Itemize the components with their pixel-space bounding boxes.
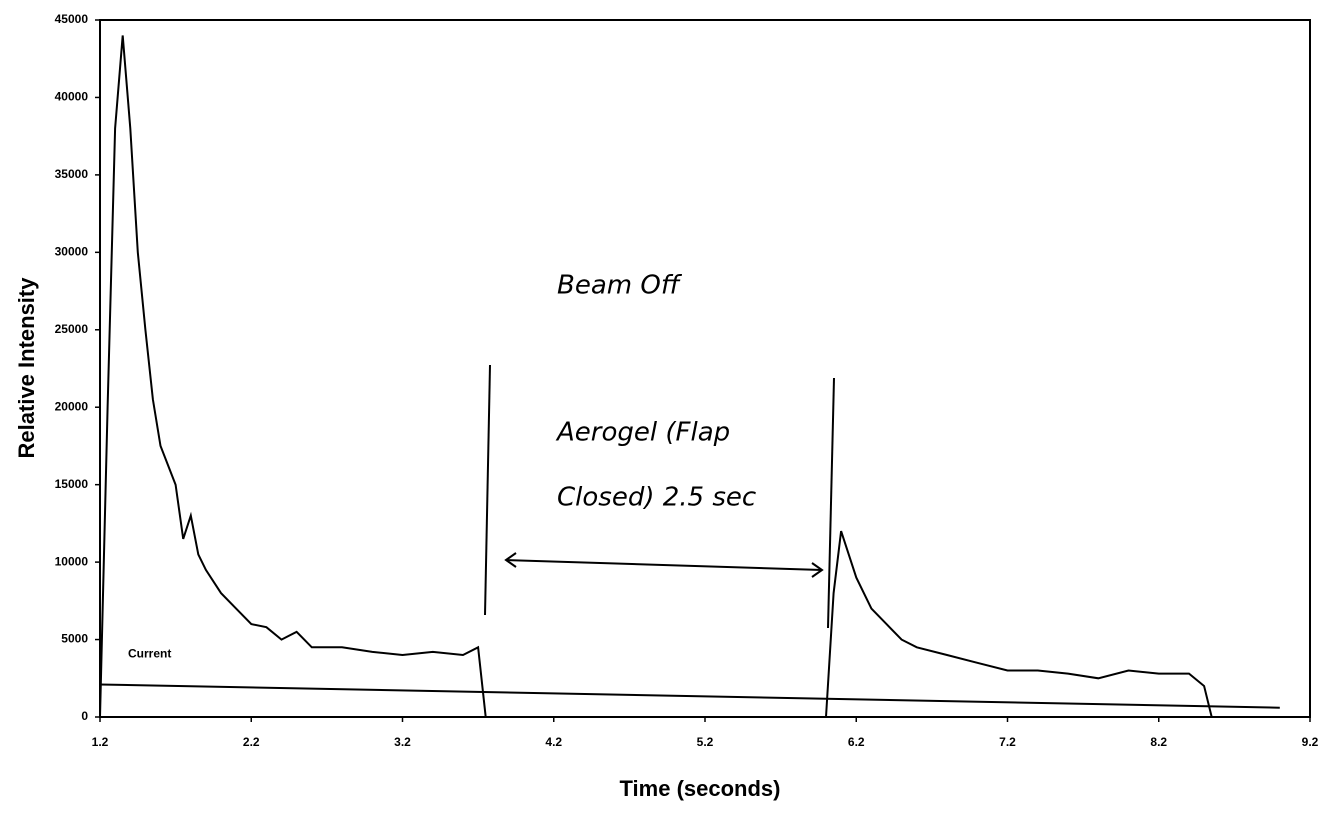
plot-frame (99, 19, 1311, 718)
y-tick-label: 30000 (55, 245, 89, 259)
y-tick-label: 15000 (55, 477, 89, 491)
y-tick-label: 35000 (55, 167, 89, 181)
hand-marker (827, 377, 835, 629)
y-tick-label: 25000 (55, 322, 89, 336)
arrow (504, 552, 824, 578)
y-tick-label: 45000 (55, 12, 89, 26)
x-tick-label: 7.2 (999, 735, 1016, 749)
series-line (99, 35, 1213, 718)
annotation: Closed) 2.5 sec (557, 483, 756, 513)
x-tick-label: 5.2 (697, 735, 714, 749)
x-tick-label: 8.2 (1150, 735, 1167, 749)
annotation: Aerogel (Flap (555, 418, 730, 448)
series-line (99, 683, 1280, 709)
x-tick-label: 3.2 (394, 735, 411, 749)
x-tick-label: 4.2 (545, 735, 562, 749)
y-tick-label: 10000 (55, 554, 89, 568)
series-label: Current (128, 647, 171, 661)
hand-marker (484, 364, 491, 616)
annotation: Beam Off (557, 271, 683, 301)
y-tick-label: 0 (81, 709, 88, 723)
x-tick-label: 2.2 (243, 735, 260, 749)
x-tick-label: 6.2 (848, 735, 865, 749)
y-tick-label: 40000 (55, 90, 89, 104)
y-tick-label: 5000 (61, 632, 88, 646)
x-tick-label: 1.2 (92, 735, 109, 749)
x-axis-label: Time (seconds) (620, 776, 781, 801)
y-tick-label: 20000 (55, 399, 89, 413)
y-axis-label: Relative Intensity (14, 277, 39, 459)
x-tick-label: 9.2 (1302, 735, 1319, 749)
